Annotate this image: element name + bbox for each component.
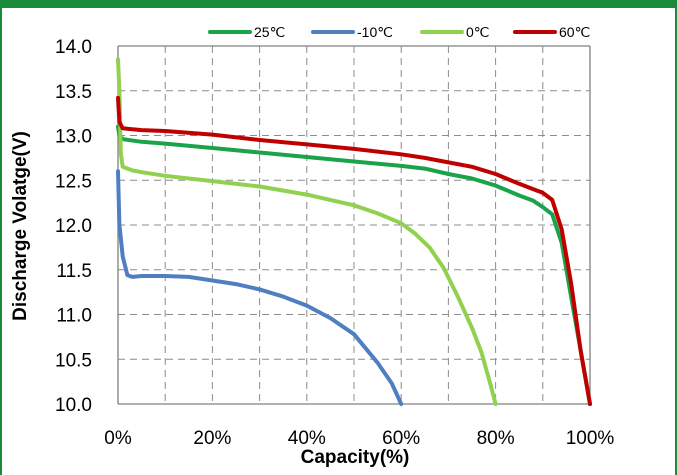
y-tick-label: 13.0 xyxy=(55,127,92,148)
x-tick-label: 20% xyxy=(193,428,231,449)
x-axis-title: Capacity(%) xyxy=(301,447,410,468)
series-line xyxy=(116,124,592,406)
x-tick-label: 40% xyxy=(288,428,326,449)
y-tick-label: 11.0 xyxy=(56,306,92,327)
x-tick-label: 60% xyxy=(382,428,420,449)
right-border xyxy=(675,8,677,475)
left-border xyxy=(0,8,2,475)
legend: 25℃ -10℃ 0℃ 60℃ xyxy=(208,24,590,40)
series-lines xyxy=(116,57,592,406)
x-tick-label: 80% xyxy=(477,428,515,449)
legend-label: 0℃ xyxy=(466,24,490,40)
grid xyxy=(118,46,590,404)
y-tick-label: 10.0 xyxy=(55,395,92,416)
tick-labels: 10.0 10.5 11.0 11.5 12.0 12.5 13.0 13.5 14.0 0% 20… xyxy=(55,37,614,449)
legend-label: 60℃ xyxy=(559,24,590,40)
x-tick-label: 0% xyxy=(104,428,132,449)
y-tick-label: 11.5 xyxy=(56,261,92,282)
top-border-bar xyxy=(0,0,677,8)
series-line xyxy=(116,169,404,406)
y-tick-label: 10.5 xyxy=(55,350,92,371)
series-line xyxy=(116,95,592,406)
series-line xyxy=(116,57,498,406)
y-tick-label: 14.0 xyxy=(55,37,92,58)
y-tick-label: 12.0 xyxy=(55,216,92,237)
x-tick-label: 100% xyxy=(566,428,615,449)
y-tick-label: 12.5 xyxy=(55,171,92,192)
legend-label: -10℃ xyxy=(357,24,393,40)
y-axis-title: Discharge Volatge(V) xyxy=(10,131,31,321)
y-tick-label: 13.5 xyxy=(55,82,92,103)
legend-label: 25℃ xyxy=(254,24,285,40)
